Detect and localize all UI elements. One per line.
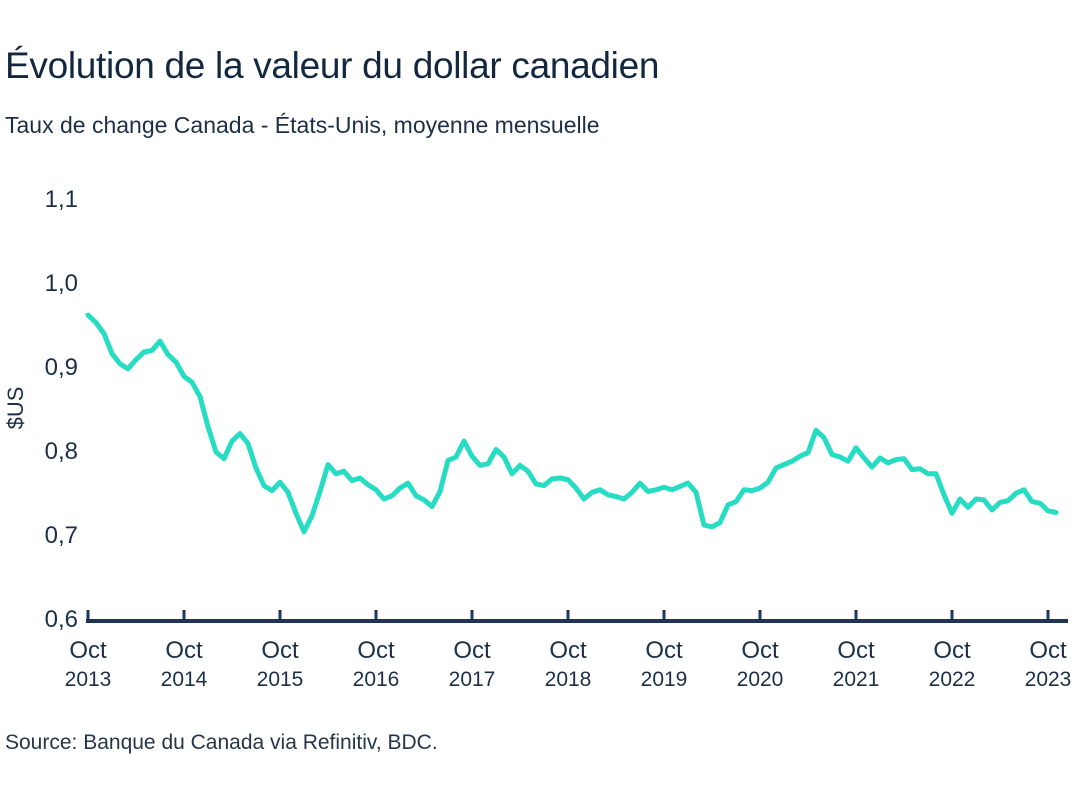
x-tick-year: 2023 (1024, 668, 1072, 691)
x-tick-month: Oct (261, 637, 299, 664)
x-tick-month: Oct (357, 637, 395, 664)
x-tick-label-2013: Oct 2013 (40, 638, 136, 693)
x-tick-label-2015: Oct 2015 (232, 638, 328, 693)
x-tick-year: 2018 (544, 668, 592, 691)
x-tick-year: 2022 (928, 668, 976, 691)
x-tick-label-2018: Oct 2018 (520, 638, 616, 693)
x-tick-year: 2020 (736, 668, 784, 691)
x-tick-year: 2017 (448, 668, 496, 691)
exchange-rate-line (85, 312, 1059, 535)
x-tick-year: 2016 (352, 668, 400, 691)
x-tick-month: Oct (933, 637, 971, 664)
y-tick-label: 0,6 (44, 606, 78, 633)
y-tick-label: 0,7 (44, 522, 78, 549)
y-tick-label: 1,1 (44, 186, 78, 213)
y-tick-label: 0,9 (44, 354, 78, 381)
x-tick-label-2017: Oct 2017 (424, 638, 520, 693)
x-tick-month: Oct (741, 637, 779, 664)
page-title: Évolution de la valeur du dollar canadie… (5, 45, 660, 86)
x-axis-ticks (86, 610, 1050, 621)
x-tick-month: Oct (165, 637, 203, 664)
source-note: Source: Banque du Canada via Refinitiv, … (5, 731, 438, 754)
x-tick-month: Oct (1029, 637, 1067, 664)
x-tick-label-2022: Oct 2022 (904, 638, 1000, 693)
x-tick-label-2020: Oct 2020 (712, 638, 808, 693)
x-tick-label-2016: Oct 2016 (328, 638, 424, 693)
x-tick-month: Oct (837, 637, 875, 664)
x-tick-year: 2019 (640, 668, 688, 691)
x-tick-year: 2014 (160, 668, 208, 691)
x-tick-label-2019: Oct 2019 (616, 638, 712, 693)
x-tick-year: 2021 (832, 668, 880, 691)
y-tick-label: 0,8 (44, 438, 78, 465)
x-tick-month: Oct (69, 637, 107, 664)
x-tick-label-2014: Oct 2014 (136, 638, 232, 693)
chart-subtitle: Taux de change Canada - États-Unis, moye… (5, 112, 600, 138)
x-tick-month: Oct (549, 637, 587, 664)
y-tick-label: 1,0 (44, 270, 78, 297)
x-tick-label-2021: Oct 2021 (808, 638, 904, 693)
x-tick-year: 2015 (256, 668, 304, 691)
x-tick-label-2023: Oct 2023 (1000, 638, 1080, 693)
x-tick-month: Oct (453, 637, 491, 664)
x-tick-month: Oct (645, 637, 683, 664)
x-tick-year: 2013 (64, 668, 112, 691)
